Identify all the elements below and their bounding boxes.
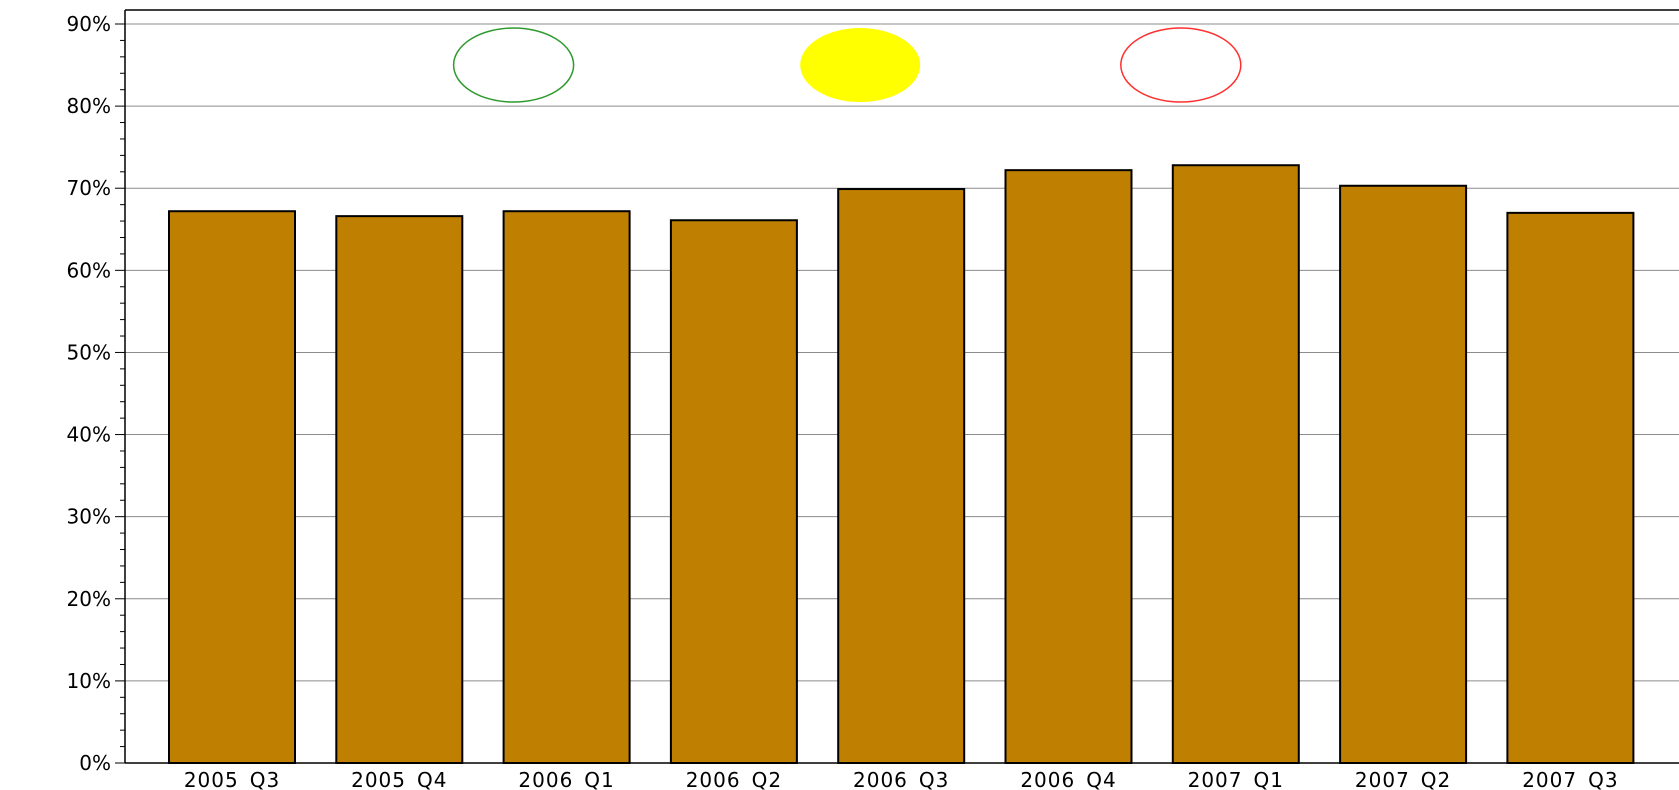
y-tick-label: 20%	[67, 587, 111, 611]
x-tick-label: 2007_Q1	[1188, 768, 1284, 790]
bar-2007-q3	[1506, 211, 1635, 765]
x-tick-label: 2005_Q3	[184, 768, 280, 790]
y-tick-label: 10%	[67, 669, 111, 693]
x-tick-labels: 2005_Q3 2005_Q4 2006_Q1 2006_Q2 2006_Q3 2006_…	[184, 768, 1618, 790]
red-indicator	[1120, 27, 1242, 103]
yellow-indicator	[800, 28, 921, 103]
y-tick-label: 70%	[67, 176, 111, 200]
x-tick-label: 2005_Q4	[351, 768, 447, 790]
y-tick-label: 80%	[67, 94, 111, 118]
status-indicators	[452, 27, 1242, 103]
y-tick-label: 30%	[67, 505, 111, 529]
bar-2006-q3	[837, 188, 966, 764]
bar-2007-q2	[1339, 184, 1468, 764]
bar-2006-q4	[1004, 169, 1133, 764]
x-tick-label: 2006_Q1	[518, 768, 614, 790]
x-tick-label: 2007_Q2	[1355, 768, 1451, 790]
x-tick-label: 2006_Q4	[1020, 768, 1116, 790]
x-tick-label: 2006_Q2	[686, 768, 782, 790]
x-tick-label: 2006_Q3	[853, 768, 949, 790]
bar-2007-q1	[1171, 164, 1300, 764]
bar-2005-q4	[335, 215, 464, 764]
y-tick-label: 50%	[67, 340, 111, 364]
bar-2006-q2	[669, 219, 798, 765]
y-tick-label: 0%	[79, 751, 111, 775]
x-tick-label: 2007_Q3	[1522, 768, 1618, 790]
y-tick-label: 90%	[67, 12, 111, 36]
bar-2006-q1	[502, 210, 631, 765]
y-axis	[115, 9, 1679, 764]
bars	[168, 164, 1635, 765]
y-tick-label: 60%	[67, 258, 111, 282]
green-indicator	[452, 27, 575, 103]
y-tick-label: 40%	[67, 423, 111, 447]
y-tick-labels: 0% 10% 20% 30% 40% 50% 60% 70% 80% 90%	[67, 12, 111, 775]
bar-2005-q3	[168, 210, 296, 765]
